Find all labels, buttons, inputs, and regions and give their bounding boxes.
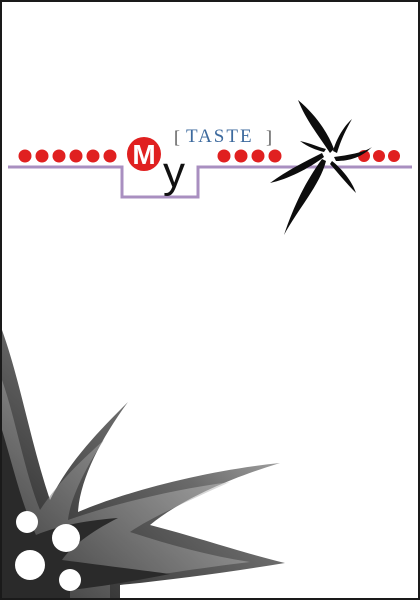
header-rule	[8, 165, 412, 199]
burst-hole-2	[52, 524, 80, 552]
logo-m-letter: M	[132, 139, 155, 170]
burst-hole-1	[16, 511, 38, 533]
logo-taste-word: TASTE	[186, 126, 254, 147]
red-dot-middle-1	[217, 149, 231, 163]
red-dot-left-4	[69, 149, 83, 163]
red-dots-left	[18, 149, 117, 163]
red-dot-left-5	[86, 149, 100, 163]
four-point-star-icon	[270, 100, 372, 235]
red-dot-right-3	[388, 150, 400, 162]
red-dots-right	[358, 150, 400, 162]
red-dot-left-1	[18, 149, 32, 163]
mytaste-logo: M y [ TASTE ]	[127, 126, 272, 197]
red-dot-left-3	[52, 149, 66, 163]
burst-hole-3	[15, 550, 45, 580]
red-dot-middle-4	[268, 149, 282, 163]
burst-hole-4	[59, 569, 81, 591]
logo-bracket-open: [	[174, 127, 180, 147]
logo-bracket-close: ]	[266, 127, 272, 147]
red-dots-middle	[217, 149, 282, 163]
red-dot-left-6	[103, 149, 117, 163]
red-dot-left-2	[35, 149, 49, 163]
rule-line	[8, 165, 412, 199]
logo-m-circle	[127, 137, 161, 171]
red-dot-middle-2	[234, 149, 248, 163]
corner-burst-icon	[2, 330, 285, 598]
red-dot-middle-3	[251, 149, 265, 163]
red-dot-right-2	[373, 150, 385, 162]
logo-y-letter: y	[163, 148, 185, 197]
